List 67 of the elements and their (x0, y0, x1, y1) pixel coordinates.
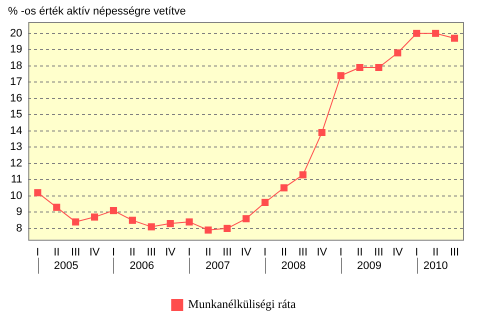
x-tick-label: III (298, 246, 308, 258)
y-tick-label: 19 (10, 44, 22, 56)
x-tick-label: II (129, 246, 136, 258)
x-tick-label: I (264, 246, 267, 258)
point (110, 207, 118, 214)
x-tick-label: I (112, 246, 116, 258)
y-tick-label: 18 (10, 60, 22, 72)
point (318, 128, 326, 136)
text: 2010 (423, 260, 448, 272)
y-tick-label: 12 (10, 157, 22, 170)
x-tick-label: III (146, 246, 156, 258)
x-tick-label: II (280, 246, 288, 258)
point (280, 184, 288, 192)
point (242, 215, 250, 222)
y-tick-label: 16 (10, 92, 22, 104)
point (148, 223, 155, 230)
y-tick-label: 11 (10, 174, 22, 186)
x-tick-label: I (339, 246, 342, 258)
x-tick-label: I (188, 246, 191, 258)
y-axis-title: % -os érték aktív népességre vetítve (8, 6, 186, 18)
point (262, 198, 269, 206)
x-tick-label: IV (240, 246, 252, 258)
x-tick-label: IV (89, 246, 100, 258)
point (128, 216, 136, 224)
point (34, 189, 42, 196)
y-tick-label: 10 (10, 190, 22, 202)
point (204, 226, 212, 234)
point (299, 171, 306, 178)
y-tick-label: 15 (10, 108, 22, 121)
point (224, 224, 231, 232)
x-tick-label: II (205, 246, 212, 258)
text: 2007 (205, 260, 230, 272)
y-tick-label: 14 (10, 124, 22, 137)
x-tick-label: III (71, 246, 80, 258)
x-tick-label: IV (392, 246, 404, 258)
x-tick-label: III (222, 246, 232, 258)
y-tick-label: 20 (10, 27, 22, 40)
point (394, 49, 402, 56)
text: 2009 (357, 260, 382, 272)
point (91, 214, 98, 221)
x-tick-label: IV (165, 246, 176, 258)
y-tick-label: 9 (16, 206, 22, 218)
point (186, 218, 193, 226)
text: 2006 (130, 260, 154, 272)
y-tick-label: 8 (16, 222, 22, 234)
y-tick-label: 17 (10, 76, 22, 88)
text: 2005 (54, 260, 78, 272)
legend-label: Munkanélküliségi ráta (188, 297, 296, 312)
point (356, 64, 364, 72)
text: 2008 (281, 260, 306, 272)
x-tick-label: II (432, 246, 439, 258)
x-tick-label: I (36, 246, 40, 258)
x-tick-label: IV (316, 246, 328, 258)
x-tick-label: II (54, 246, 60, 258)
point (72, 218, 80, 226)
point (166, 220, 174, 228)
y-tick-label: 13 (10, 141, 22, 154)
x-tick-label: III (374, 246, 384, 258)
x-tick-label: I (415, 246, 418, 258)
x-tick-label: III (450, 246, 460, 258)
point (337, 72, 344, 80)
point (53, 204, 60, 211)
point (432, 30, 440, 37)
x-tick-label: II (356, 246, 363, 258)
point (450, 34, 458, 42)
point (375, 64, 382, 72)
point (413, 30, 420, 37)
